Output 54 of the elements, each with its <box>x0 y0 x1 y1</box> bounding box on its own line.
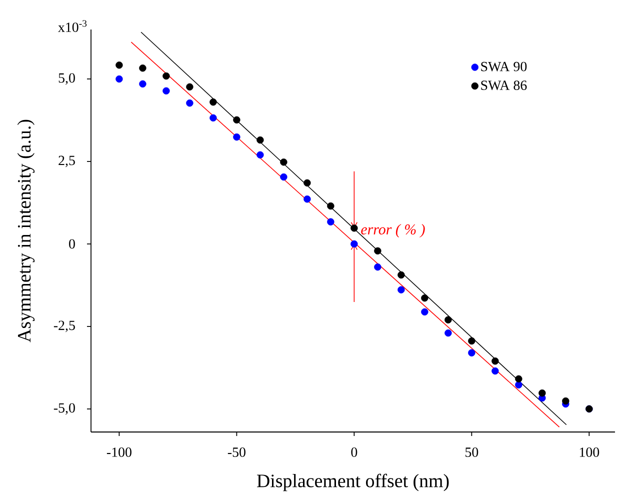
legend-label: SWA 86 <box>481 80 527 90</box>
point <box>186 83 194 90</box>
y-tick-label: 2,5 <box>58 156 75 168</box>
point <box>210 98 217 106</box>
y-tick-label: -5,0 <box>54 403 75 415</box>
point <box>421 308 428 316</box>
point <box>186 99 194 107</box>
point <box>398 286 405 294</box>
point <box>538 389 546 397</box>
text: x10$^{-3}$ <box>58 20 87 32</box>
point <box>350 240 358 248</box>
point <box>233 116 240 124</box>
legend-label: SWA 90 <box>481 62 527 72</box>
point <box>139 80 146 88</box>
point <box>444 316 452 324</box>
point <box>350 224 358 232</box>
point <box>492 357 499 365</box>
point <box>162 72 170 80</box>
point <box>162 87 170 94</box>
y-tick-label: 0 <box>69 239 75 249</box>
x-tick-label: 0 <box>351 448 358 457</box>
point <box>233 133 240 141</box>
point <box>374 247 382 254</box>
point <box>468 349 476 356</box>
y-tick-label: 5,0 <box>58 73 75 85</box>
point <box>280 158 288 166</box>
point <box>515 381 522 388</box>
annotation: error ( % ) <box>361 224 425 238</box>
point <box>116 62 123 69</box>
x-tick-label: -50 <box>228 448 246 457</box>
point <box>116 75 123 83</box>
x-tick-label: 50 <box>466 448 478 457</box>
point <box>515 375 522 382</box>
point <box>421 294 428 302</box>
point <box>492 367 499 375</box>
x-tick-label: -100 <box>106 448 132 457</box>
y-tick-label: -2,5 <box>54 320 75 332</box>
point <box>398 271 405 279</box>
y-axis-title: Asymmetry in intensity (a.u.) <box>17 120 35 342</box>
point <box>444 329 452 337</box>
point <box>562 397 570 405</box>
point <box>280 173 288 181</box>
point <box>327 218 334 226</box>
point <box>468 337 476 345</box>
point <box>304 179 311 187</box>
x-axis-title: Displacement offset (nm) <box>257 474 449 492</box>
point <box>139 64 146 72</box>
point <box>374 263 382 271</box>
point <box>210 114 217 122</box>
point <box>327 202 334 210</box>
point <box>256 151 264 158</box>
x-tick-label: 100 <box>580 448 600 457</box>
point <box>304 195 311 203</box>
point <box>256 136 264 144</box>
